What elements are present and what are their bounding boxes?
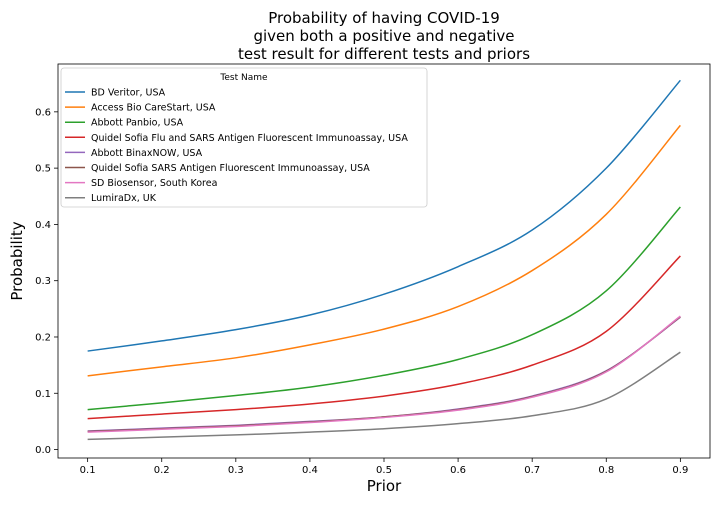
x-tick-label: 0.8	[598, 465, 614, 476]
y-tick-label: 0.3	[35, 276, 51, 287]
legend-entry: LumiraDx, UK	[91, 193, 157, 204]
legend-entry: Abbott BinaxNOW, USA	[91, 148, 203, 159]
legend: Test Name BD Veritor, USA Access Bio CareS…	[60, 67, 428, 208]
x-tick-label: 0.6	[450, 465, 466, 476]
x-tick-label: 0.5	[376, 465, 392, 476]
x-tick-label: 0.9	[672, 465, 688, 476]
legend-entry: Quidel Sofia SARS Antigen Fluorescent Im…	[91, 163, 370, 174]
series-line-4	[87, 255, 681, 420]
y-tick-label: 0.5	[35, 164, 51, 175]
legend-entry: Abbott Panbio, USA	[91, 118, 184, 129]
series-line-6	[87, 316, 681, 433]
x-tick-label: 0.1	[80, 465, 96, 476]
x-tick-label: 0.3	[228, 465, 244, 476]
legend-entry: BD Veritor, USA	[91, 88, 166, 99]
y-tick-label: 0.0	[35, 445, 51, 456]
series-line-3	[87, 206, 681, 411]
y-tick-label: 0.1	[35, 389, 51, 400]
chart-title-line: Probability of having COVID-19	[268, 9, 500, 27]
series-line-1	[87, 79, 681, 352]
x-tick-label: 0.7	[524, 465, 540, 476]
y-tick-label: 0.2	[35, 332, 51, 343]
legend-entry: Access Bio CareStart, USA	[91, 103, 216, 114]
chart-title-line: test result for different tests and prio…	[238, 45, 530, 63]
legend-entry: SD Biosensor, South Korea	[91, 178, 217, 189]
x-tick-label: 0.4	[302, 465, 318, 476]
x-tick-label: 0.2	[154, 465, 170, 476]
series-line-8	[87, 351, 681, 441]
y-tick-label: 0.4	[35, 220, 51, 231]
y-axis: 0.0 0.1 0.2 0.3 0.4 0.5 0.6	[35, 107, 58, 456]
series-line-2	[87, 124, 681, 377]
series-line-7	[87, 315, 681, 433]
y-axis-label: Probability	[8, 221, 26, 300]
series-lines	[87, 79, 681, 441]
legend-box	[60, 67, 428, 208]
y-tick-label: 0.6	[35, 107, 51, 118]
legend-entry: Quidel Sofia Flu and SARS Antigen Fluore…	[91, 133, 408, 144]
x-axis: 0.1 0.2 0.3 0.4 0.5 0.6 0.7 0.8 0.9	[80, 458, 688, 476]
x-axis-label: Prior	[367, 477, 402, 495]
legend-title: Test Name	[219, 73, 268, 83]
chart-title-line: given both a positive and negative	[253, 27, 514, 45]
